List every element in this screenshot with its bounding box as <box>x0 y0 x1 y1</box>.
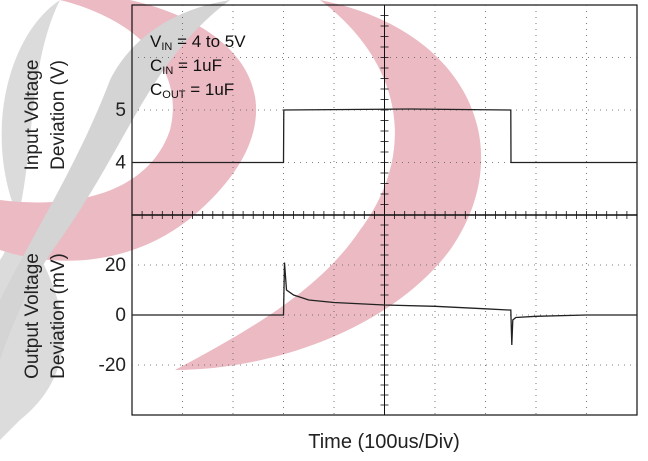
x-axis-label: Time (100us/Div) <box>308 431 460 453</box>
bottom-ytick-label: 0 <box>115 305 126 326</box>
top-ylabel-line1: Input Voltage <box>22 60 43 171</box>
watermark-logo <box>0 0 482 440</box>
bottom-ylabel-line2: Deviation (mV) <box>48 253 69 379</box>
cout-condition: COUT = 1uF <box>150 80 234 101</box>
bottom-trace-line <box>132 262 637 346</box>
top-ylabel-line2: Deviation (V) <box>48 60 69 170</box>
vin-condition: VIN = 4 to 5V <box>150 32 246 53</box>
top-ytick-label: 5 <box>115 100 126 121</box>
top-trace-line <box>132 108 637 164</box>
test-conditions: VIN = 4 to 5V CIN = 1uF COUT = 1uF <box>150 32 246 101</box>
bottom-ytick-label: -20 <box>99 355 126 376</box>
output-voltage-panel: 20 0 -20 <box>99 211 638 416</box>
bottom-ylabel-line1: Output Voltage <box>22 253 43 379</box>
top-ytick-label: 4 <box>115 153 126 174</box>
bottom-ytick-label: 20 <box>105 255 126 276</box>
cin-condition: CIN = 1uF <box>150 56 222 77</box>
